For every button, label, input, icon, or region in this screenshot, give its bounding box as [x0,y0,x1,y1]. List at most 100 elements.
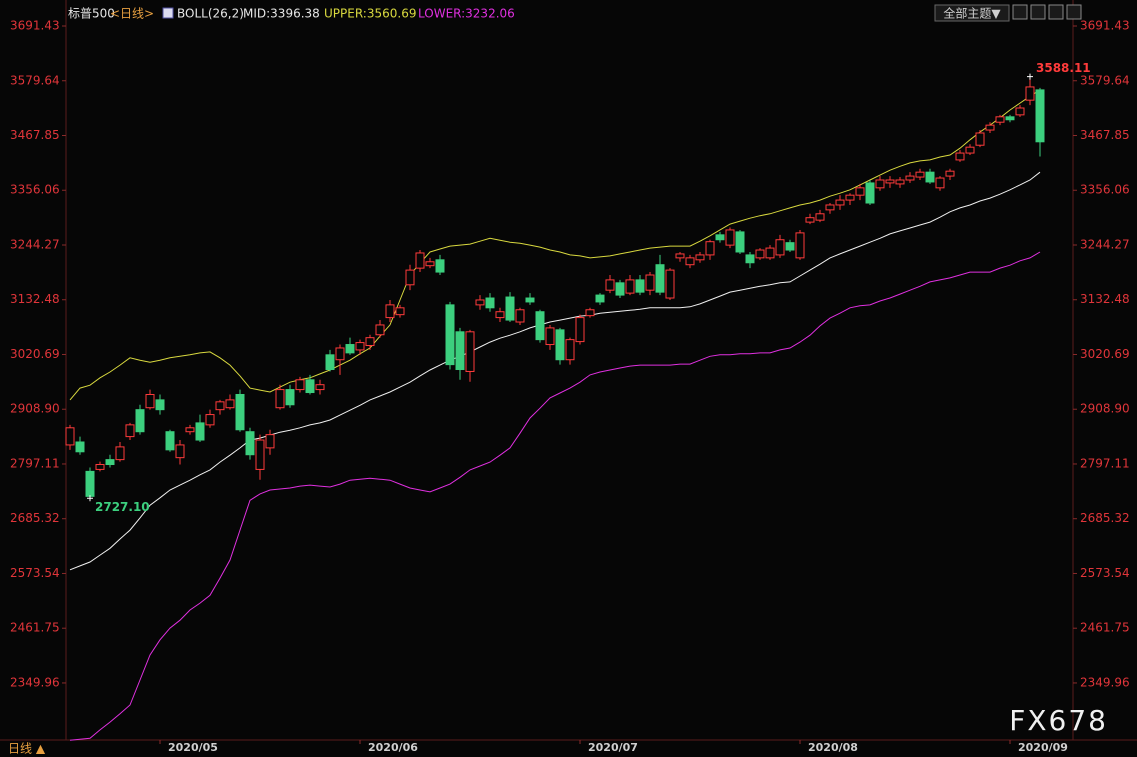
indicator-icon[interactable] [162,7,174,19]
candle-body [175,444,185,459]
y-tick-label: 3020.69 [1080,347,1130,361]
candle-body [835,199,845,206]
candle-body [385,304,395,319]
candle-body [725,229,735,246]
theme-button[interactable] [934,4,1010,22]
min-marker [87,495,93,502]
y-tick-label: 3691.43 [1080,19,1130,33]
chart-title: 标普500 [68,7,115,21]
candle-body [525,297,535,303]
candle-body [215,401,225,411]
y-tick-label: 3579.64 [10,73,60,87]
candle-body [205,414,215,426]
max-annotation: 3588.11 [1036,61,1091,75]
indicator: BOLL(26,2) [177,7,244,21]
y-tick-label: 3132.48 [1080,292,1130,306]
candle-body [795,232,805,259]
candle-body [715,234,725,241]
candle-body [165,431,175,451]
candle-body [325,354,335,371]
candle-body [515,309,525,323]
y-tick-label: 3356.06 [1080,183,1130,197]
candle-body [535,311,545,341]
candle-body [895,179,905,185]
y-tick-label: 2461.75 [1080,621,1130,635]
candle-body [855,187,865,196]
candle-body [765,247,775,259]
candle-body [355,342,365,351]
lower-band-line [69,251,1041,741]
theme-button-label[interactable]: 全部主题▼ [943,6,1001,21]
y-tick-label: 3467.85 [1080,128,1130,142]
candle-body [705,241,715,256]
candle-body [1015,107,1025,116]
candle-body [955,152,965,161]
watermark: FX678 [1009,704,1108,737]
y-tick-label: 3579.64 [1080,73,1130,87]
toolbar-icon[interactable] [1048,4,1064,20]
max-marker [1027,73,1033,80]
candle-body [875,179,885,189]
candle-body [675,253,685,259]
y-tick-label: 2685.32 [10,511,60,525]
toolbar-icon[interactable] [1030,4,1046,20]
candle-body [465,331,475,372]
candle-body [295,379,305,391]
candle-body [805,217,815,223]
candle-body [85,470,95,497]
candle-body [615,282,625,296]
candle-body [655,264,665,293]
candle-body [595,294,605,303]
mid-band-line [69,171,1041,571]
candle-body [345,344,355,354]
candle-body [625,279,635,294]
x-tick-label: 2020/05 [168,741,218,754]
candle-body [285,389,295,406]
candle-body [985,124,995,131]
period[interactable]: <日线> [110,7,154,21]
candle-body [815,213,825,221]
candle-body [635,279,645,293]
y-tick-label: 2908.90 [10,402,60,416]
candle-body [915,171,925,178]
candle-body [545,327,555,346]
y-tick-label: 2349.96 [1080,675,1130,689]
candle-body [1035,89,1045,143]
footer-period[interactable]: 日线 ▲ [8,742,46,756]
candle-body [925,171,935,183]
candle-body [405,269,415,286]
y-tick-label: 3244.27 [1080,237,1130,251]
y-tick-label: 3020.69 [10,347,60,361]
y-tick-label: 2349.96 [10,675,60,689]
candle-body [375,324,385,336]
candle-body [155,399,165,411]
candle-body [885,179,895,184]
candle-body [695,254,705,261]
candle-body [105,459,115,466]
candle-body [495,311,505,319]
y-tick-label: 2685.32 [1080,511,1130,525]
candle-body [1025,86,1035,101]
candle-body [945,170,955,177]
candle-body [195,422,205,441]
toolbar-icon[interactable] [1066,4,1082,20]
candle-body [965,146,975,154]
candle-body [775,239,785,256]
y-tick-label: 2573.54 [1080,566,1130,580]
candle-body [645,274,655,291]
candle-body [305,379,315,394]
candle-body [335,347,345,361]
candle-body [445,304,455,366]
y-tick-label: 2797.11 [1080,456,1130,470]
min-annotation: 2727.10 [95,500,150,514]
x-tick-label: 2020/08 [808,741,858,754]
mid-label: MID:3396.38 [243,7,320,21]
candle-body [65,427,75,446]
candle-body [455,331,465,371]
y-tick-label: 2461.75 [10,621,60,635]
toolbar-icon[interactable] [1012,4,1028,20]
candle-body [435,259,445,273]
candle-body [75,441,85,453]
candle-body [365,337,375,347]
